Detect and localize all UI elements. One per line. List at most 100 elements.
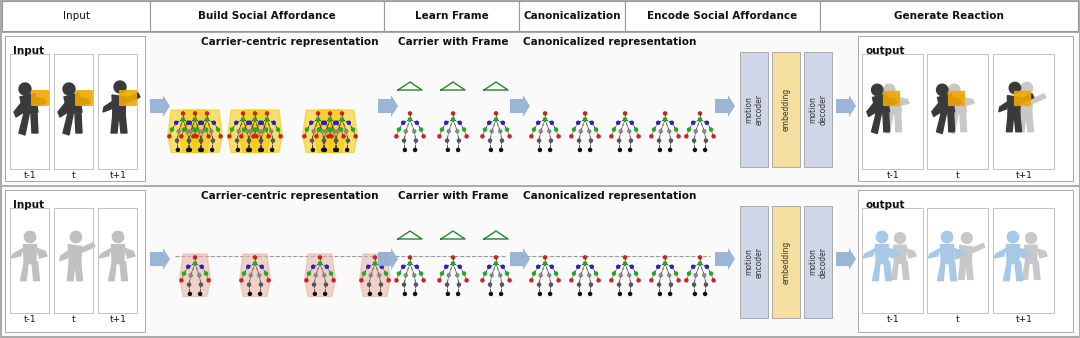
Circle shape: [260, 265, 264, 268]
Circle shape: [658, 139, 661, 142]
Circle shape: [549, 148, 552, 151]
Circle shape: [195, 135, 198, 138]
Circle shape: [685, 279, 688, 282]
Text: Carrier-centric representation: Carrier-centric representation: [201, 191, 379, 201]
Polygon shape: [962, 97, 974, 105]
Circle shape: [336, 130, 339, 133]
Circle shape: [323, 121, 326, 124]
Polygon shape: [895, 113, 902, 132]
Circle shape: [447, 130, 450, 133]
Polygon shape: [885, 94, 902, 115]
Bar: [384, 1, 519, 31]
Circle shape: [583, 112, 586, 115]
Circle shape: [500, 292, 502, 295]
Text: t: t: [956, 170, 960, 179]
Circle shape: [339, 128, 342, 131]
Circle shape: [451, 256, 455, 259]
Circle shape: [422, 135, 426, 138]
Circle shape: [631, 265, 633, 268]
Circle shape: [324, 292, 326, 295]
Circle shape: [266, 112, 269, 115]
Polygon shape: [949, 94, 967, 115]
Polygon shape: [150, 95, 170, 117]
Bar: [10, 208, 49, 313]
Circle shape: [200, 265, 203, 268]
Circle shape: [192, 128, 195, 131]
Circle shape: [532, 272, 536, 275]
Circle shape: [451, 118, 455, 121]
Circle shape: [539, 274, 542, 277]
Circle shape: [213, 121, 215, 124]
Text: Canonicalized representation: Canonicalized representation: [524, 37, 697, 47]
Text: embedding: embedding: [782, 240, 791, 284]
Circle shape: [1009, 82, 1021, 94]
Polygon shape: [33, 97, 46, 105]
Circle shape: [323, 139, 325, 142]
Circle shape: [259, 139, 262, 142]
Polygon shape: [125, 93, 140, 103]
Circle shape: [488, 283, 491, 286]
Circle shape: [402, 265, 405, 268]
Circle shape: [703, 292, 706, 295]
Circle shape: [255, 135, 258, 138]
Bar: [862, 208, 923, 313]
Circle shape: [499, 274, 502, 277]
Circle shape: [19, 83, 31, 95]
Circle shape: [313, 292, 316, 295]
Circle shape: [579, 292, 581, 295]
Polygon shape: [378, 248, 399, 270]
Circle shape: [583, 262, 586, 265]
Polygon shape: [31, 113, 38, 133]
Circle shape: [588, 130, 591, 133]
Circle shape: [416, 121, 418, 124]
Circle shape: [500, 283, 503, 286]
Circle shape: [379, 283, 382, 286]
Circle shape: [219, 135, 222, 138]
Polygon shape: [937, 262, 945, 281]
Polygon shape: [32, 262, 40, 281]
Polygon shape: [879, 102, 888, 117]
Circle shape: [617, 121, 620, 124]
Polygon shape: [715, 248, 735, 270]
Polygon shape: [240, 254, 270, 296]
Circle shape: [597, 135, 600, 138]
Circle shape: [488, 139, 491, 142]
Circle shape: [181, 112, 185, 115]
Circle shape: [694, 274, 698, 277]
Polygon shape: [1032, 261, 1040, 280]
Circle shape: [671, 265, 673, 268]
Circle shape: [254, 112, 257, 115]
Circle shape: [692, 283, 696, 286]
Circle shape: [948, 84, 960, 96]
Circle shape: [543, 262, 546, 265]
Circle shape: [447, 274, 450, 277]
Circle shape: [710, 272, 713, 275]
Polygon shape: [11, 248, 24, 258]
Circle shape: [340, 112, 343, 115]
Circle shape: [685, 135, 688, 138]
Circle shape: [319, 262, 322, 265]
Circle shape: [618, 139, 621, 142]
Circle shape: [652, 128, 656, 131]
Circle shape: [334, 148, 337, 151]
Circle shape: [242, 272, 245, 275]
Circle shape: [240, 135, 243, 138]
Circle shape: [437, 135, 441, 138]
Circle shape: [693, 148, 697, 151]
Circle shape: [691, 265, 694, 268]
Circle shape: [408, 262, 411, 265]
Circle shape: [663, 112, 666, 115]
Circle shape: [1026, 233, 1037, 243]
Circle shape: [380, 265, 383, 268]
Circle shape: [458, 283, 460, 286]
Circle shape: [265, 272, 268, 275]
Text: Canonicalization: Canonicalization: [523, 11, 621, 21]
Circle shape: [306, 128, 309, 131]
Circle shape: [414, 148, 417, 151]
Circle shape: [193, 118, 197, 121]
Polygon shape: [999, 101, 1009, 112]
Bar: [862, 54, 923, 169]
Circle shape: [316, 118, 320, 121]
Circle shape: [578, 283, 581, 286]
Circle shape: [328, 112, 332, 115]
